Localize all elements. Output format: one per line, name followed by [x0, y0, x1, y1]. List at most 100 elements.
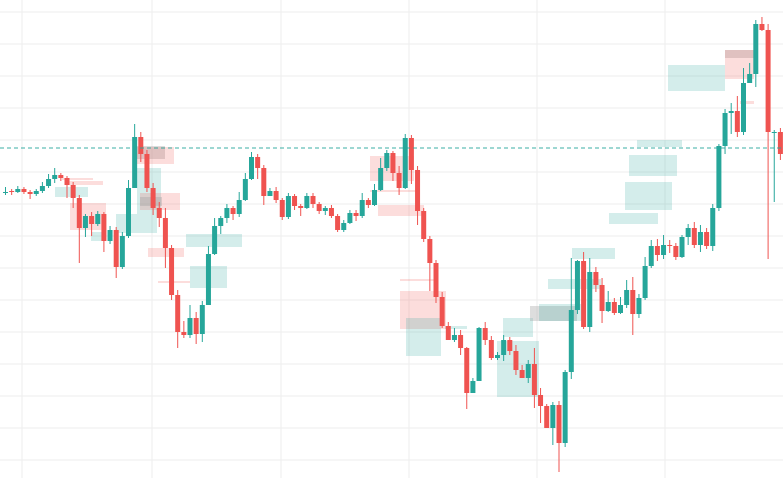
candle-95: [587, 258, 593, 332]
candle-45: [279, 198, 285, 220]
candle-body-85: [525, 364, 531, 378]
candle-body-101: [624, 290, 630, 305]
candle-61: [378, 158, 384, 191]
candle-39: [242, 173, 248, 201]
candle-29: [181, 321, 187, 338]
candle-40: [249, 152, 254, 180]
candle-34: [212, 218, 218, 255]
candle-6: [39, 182, 45, 193]
candle-body-115: [710, 208, 716, 246]
candle-74: [458, 330, 464, 355]
candle-body-121: [747, 74, 753, 83]
zone-up-30: [629, 155, 677, 176]
candle-123: [759, 17, 765, 31]
candle-75: [464, 347, 470, 409]
candle-88: [544, 404, 550, 428]
candle-body-70: [433, 263, 439, 297]
zone-down-2: [62, 178, 93, 180]
candle-92: [568, 258, 574, 379]
candle-62: [384, 150, 390, 171]
candle-body-63: [390, 153, 396, 173]
candle-body-10: [64, 178, 70, 185]
candle-body-38: [236, 200, 242, 214]
candle-body-56: [347, 213, 353, 223]
zone-down-35: [740, 101, 754, 104]
candle-80: [495, 352, 500, 360]
candle-2: [15, 186, 21, 193]
candle-72: [445, 322, 451, 340]
candle-37: [230, 206, 236, 220]
candle-body-12: [76, 198, 82, 228]
candle-104: [642, 257, 648, 300]
candle-body-72: [445, 326, 451, 340]
candle-body-43: [267, 191, 273, 196]
candle-112: [691, 222, 697, 248]
candle-body-1: [9, 191, 15, 192]
candle-12: [76, 195, 82, 263]
candle-body-14: [89, 216, 95, 224]
candle-body-119: [734, 111, 740, 132]
candle-25: [156, 202, 162, 227]
candle-body-35: [218, 218, 224, 226]
candle-body-108: [667, 245, 673, 246]
candle-body-58: [359, 200, 365, 216]
candle-body-66: [408, 138, 414, 170]
candle-body-74: [458, 335, 464, 348]
candle-111: [685, 224, 691, 245]
candle-91: [562, 370, 568, 447]
candle-18: [113, 227, 119, 278]
candle-24: [150, 183, 156, 215]
candle-body-86: [531, 364, 537, 395]
candle-90: [556, 401, 562, 472]
candle-121: [747, 63, 753, 83]
candle-66: [408, 135, 414, 184]
candle-body-22: [138, 137, 144, 154]
candle-33: [205, 246, 211, 305]
zone-neutral-24: [530, 306, 577, 321]
candle-body-118: [728, 111, 734, 113]
candle-body-21: [132, 137, 138, 188]
candle-42: [261, 165, 267, 205]
candle-body-59: [365, 200, 371, 205]
candle-81: [501, 335, 507, 361]
candle-28: [175, 290, 181, 348]
candle-body-30: [187, 318, 193, 335]
candle-body-106: [654, 246, 660, 255]
candle-85: [525, 360, 531, 383]
candle-body-50: [310, 196, 316, 204]
candle-body-122: [753, 24, 759, 74]
candle-body-111: [685, 228, 691, 237]
candle-body-117: [722, 113, 728, 146]
candle-body-89: [550, 405, 556, 428]
candle-15: [95, 211, 101, 226]
candle-body-123: [759, 24, 765, 30]
candle-body-113: [697, 232, 703, 245]
candle-93: [574, 260, 580, 314]
candle-body-67: [415, 170, 421, 211]
candle-87: [538, 388, 544, 423]
candle-22: [138, 132, 144, 162]
candle-8: [52, 168, 58, 183]
candle-115: [710, 204, 716, 251]
candle-body-8: [52, 175, 58, 179]
candle-body-41: [255, 157, 261, 168]
zone-up-21: [445, 326, 467, 329]
candle-109: [673, 243, 679, 260]
candle-body-34: [212, 226, 218, 254]
candle-67: [415, 166, 421, 225]
candle-70: [433, 260, 439, 303]
candle-47: [292, 194, 298, 210]
candle-body-3: [21, 189, 27, 192]
candle-body-120: [741, 83, 746, 132]
candle-body-73: [451, 335, 457, 340]
candle-113: [697, 225, 703, 252]
candle-body-16: [101, 214, 107, 241]
candle-56: [347, 210, 353, 224]
candle-0: [3, 187, 8, 195]
candle-102: [630, 277, 636, 335]
zone-neutral-33: [725, 50, 754, 58]
candle-73: [451, 328, 457, 342]
candle-body-93: [574, 261, 580, 310]
candle-13: [82, 214, 88, 237]
